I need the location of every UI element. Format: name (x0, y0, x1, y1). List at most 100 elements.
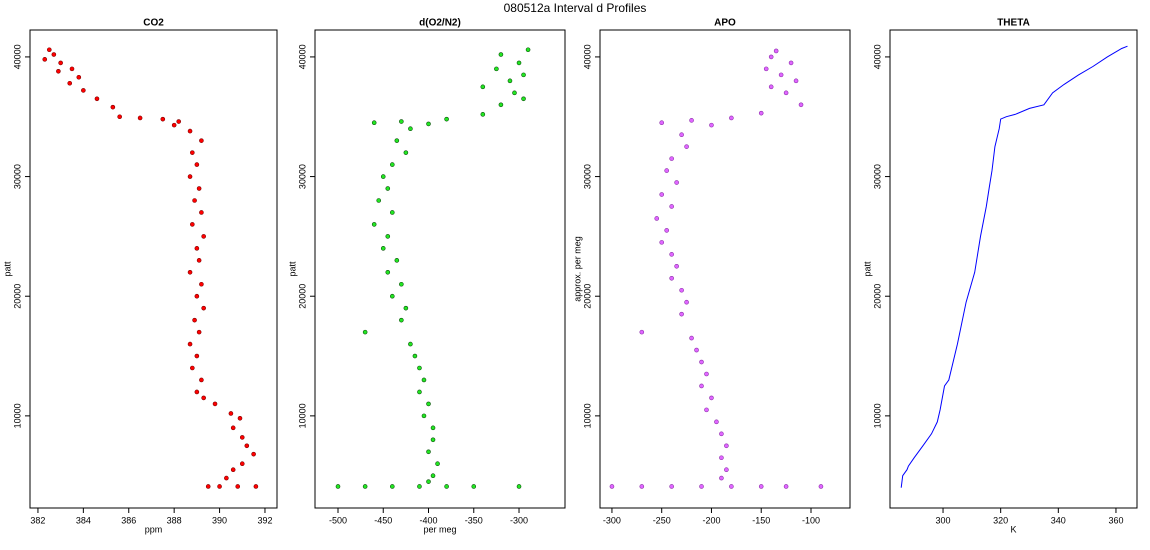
data-point (76, 74, 82, 80)
data-point (709, 395, 714, 401)
data-point (110, 104, 116, 110)
data-point (694, 347, 699, 353)
data-point (639, 329, 645, 335)
data-point (399, 119, 404, 124)
y-axis-label: approx. per meg (572, 236, 582, 302)
data-point (199, 138, 204, 143)
data-point (194, 246, 200, 251)
x-tick-label: -500 (329, 515, 347, 525)
y-tick-label: 40000 (297, 44, 307, 69)
x-tick-label: 360 (1108, 515, 1123, 525)
y-tick-label: 30000 (297, 164, 307, 189)
y-tick-label: 20000 (12, 284, 22, 309)
data-point (664, 168, 669, 173)
x-tick-label: 386 (121, 515, 136, 525)
data-point (512, 90, 517, 96)
data-point (335, 484, 341, 489)
data-point (412, 353, 418, 359)
data-point (408, 341, 413, 347)
data-point (389, 162, 395, 167)
data-point (719, 475, 724, 481)
data-point (709, 122, 714, 128)
data-point (521, 96, 526, 102)
data-point (426, 401, 431, 407)
data-point (230, 467, 236, 473)
data-point (194, 293, 200, 299)
data-point (46, 47, 52, 53)
data-point (773, 48, 779, 54)
data-point (669, 204, 674, 209)
y-tick-label: 10000 (872, 403, 882, 428)
x-tick-label: -450 (374, 515, 392, 525)
data-point (239, 435, 245, 440)
data-point (714, 419, 719, 425)
plot-frame (314, 29, 566, 509)
data-point (669, 484, 674, 489)
data-point (699, 383, 704, 389)
data-point (205, 484, 211, 489)
data-point (430, 437, 436, 443)
data-point (768, 84, 774, 90)
data-point (403, 150, 409, 155)
y-tick-label: 30000 (12, 164, 22, 189)
data-point (516, 60, 522, 66)
data-point (380, 174, 386, 179)
data-point (684, 144, 689, 149)
x-tick-label: 320 (993, 515, 1008, 525)
data-point (187, 128, 193, 134)
data-point (417, 389, 422, 395)
data-point (778, 72, 784, 78)
data-point (426, 121, 431, 127)
data-point (187, 269, 193, 275)
data-point (228, 411, 234, 416)
y-tick-label: 10000 (297, 403, 307, 428)
y-tick-label: 20000 (872, 284, 882, 309)
data-point (394, 138, 400, 143)
data-point (729, 115, 734, 121)
data-point (408, 126, 413, 132)
x-tick-label: 384 (76, 515, 91, 525)
data-point (669, 275, 674, 281)
data-point (689, 335, 694, 341)
y-tick-label: 10000 (12, 403, 22, 428)
y-tick-label: 10000 (582, 403, 592, 428)
data-point (435, 461, 440, 467)
y-tick-label: 30000 (872, 164, 882, 189)
y-tick-label: 30000 (582, 164, 592, 189)
data-point (430, 473, 436, 478)
data-point (719, 455, 724, 461)
data-point (190, 222, 195, 227)
data-point (758, 484, 764, 489)
data-point (426, 449, 431, 455)
data-point (525, 47, 531, 53)
data-point (639, 484, 645, 489)
data-point (783, 90, 789, 96)
data-point (689, 118, 694, 123)
data-point (251, 451, 256, 457)
data-point (362, 484, 368, 489)
y-tick-label: 40000 (12, 44, 22, 69)
data-point (171, 122, 177, 128)
data-point (194, 353, 200, 359)
x-tick-label: -400 (419, 515, 437, 525)
data-point (669, 252, 674, 257)
x-tick-label: -200 (702, 515, 720, 525)
data-point (704, 407, 709, 413)
data-point (679, 287, 684, 293)
data-point (244, 443, 250, 449)
data-point (430, 425, 436, 431)
data-point (201, 305, 206, 311)
data-point (699, 359, 704, 365)
x-tick-label: -300 (603, 515, 621, 525)
data-point (679, 311, 684, 317)
data-point (235, 484, 241, 489)
data-point (192, 317, 197, 323)
data-point (521, 72, 526, 78)
data-point (56, 68, 61, 74)
data-point (788, 60, 794, 66)
data-point (421, 413, 427, 419)
data-point (507, 78, 513, 84)
data-point (160, 116, 166, 122)
data-point (187, 174, 193, 179)
x-tick-label: 382 (30, 515, 45, 525)
